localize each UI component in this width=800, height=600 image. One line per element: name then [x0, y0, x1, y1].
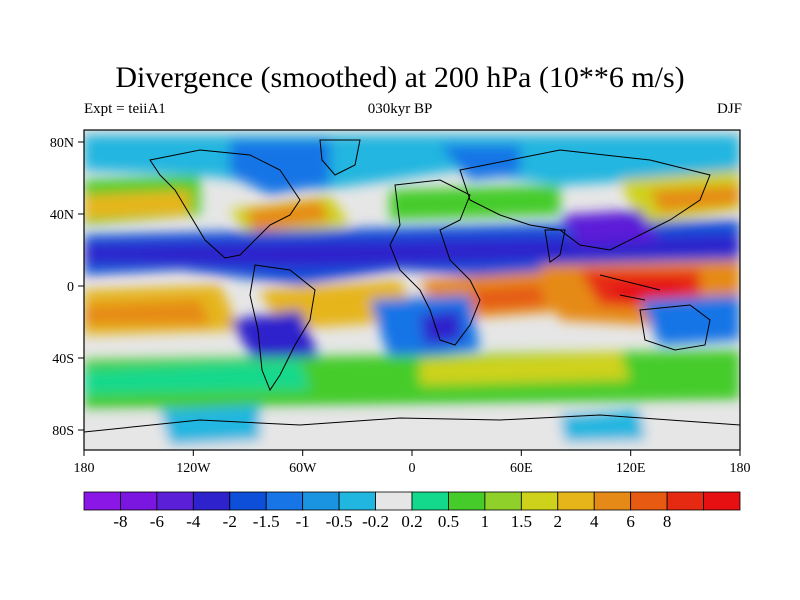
x-tick-120e: 120E: [616, 461, 646, 476]
colorbar-swatch: [156, 491, 194, 511]
time-label: 030kyr BP: [367, 101, 433, 117]
colorbar-swatch: [302, 491, 340, 511]
plot-title: Divergence (smoothed) at 200 hPa (10**6 …: [115, 61, 685, 94]
y-tick-80n: 80N: [50, 136, 74, 151]
colorbar-swatch: [229, 491, 267, 511]
x-axis-labels: 180 120W 60W 0 60E 120E 180: [74, 461, 751, 476]
colorbar-label: -4: [186, 512, 201, 531]
colorbar-label: 1: [480, 512, 490, 531]
coastlines: [84, 139, 740, 433]
y-tick-80s: 80S: [52, 424, 74, 439]
x-tick-60e: 60E: [510, 461, 533, 476]
colorbar-swatch: [703, 491, 741, 511]
colorbar-label: 2: [553, 512, 563, 531]
colorbar-swatch: [375, 491, 413, 511]
colorbar-swatch: [593, 491, 632, 511]
colorbar-swatch: [484, 491, 522, 511]
colorbar-label: 6: [626, 512, 635, 531]
colorbar-swatch: [192, 491, 231, 511]
season-label: DJF: [716, 101, 742, 117]
divergence-field: [84, 130, 740, 450]
colorbar-label: -1: [295, 512, 310, 531]
colorbar-label: -2: [222, 512, 237, 531]
x-tick-120w: 120W: [176, 461, 211, 476]
colorbar-label: 8: [662, 512, 672, 531]
y-tick-40n: 40N: [50, 208, 74, 223]
colorbar-label: 0.5: [437, 512, 460, 531]
colorbar-swatch: [666, 491, 704, 511]
colorbar-swatch: [411, 491, 449, 511]
x-tick-180w: 180: [74, 461, 95, 476]
y-tick-0: 0: [67, 280, 74, 295]
colorbar-label: -0.5: [325, 512, 353, 531]
colorbar-swatch: [448, 491, 486, 511]
colorbar-swatch: [520, 491, 559, 511]
colorbar-label: -1.5: [252, 512, 280, 531]
y-tick-40s: 40S: [52, 352, 74, 367]
y-axis-labels: 80N 40N 0 40S 80S: [50, 136, 74, 439]
x-tick-0: 0: [409, 461, 416, 476]
colorbar: [83, 491, 741, 511]
colorbar-label: 1.5: [510, 512, 532, 531]
experiment-label: Expt = teiiA1: [84, 101, 166, 117]
colorbar-label: 0.2: [401, 512, 423, 531]
colorbar-swatch: [120, 491, 158, 511]
axis-ticks: [78, 141, 741, 456]
x-tick-60w: 60W: [289, 461, 317, 476]
colorbar-swatch: [557, 491, 595, 511]
colorbar-swatch: [630, 491, 668, 511]
colorbar-swatch: [338, 491, 376, 511]
colorbar-swatch: [83, 491, 121, 511]
colorbar-label: -0.2: [362, 512, 390, 531]
colorbar-swatch: [265, 491, 304, 511]
colorbar-label: -8: [113, 512, 128, 531]
colorbar-label: -6: [149, 512, 164, 531]
colorbar-label: 4: [589, 512, 599, 531]
x-tick-180e: 180: [730, 461, 751, 476]
